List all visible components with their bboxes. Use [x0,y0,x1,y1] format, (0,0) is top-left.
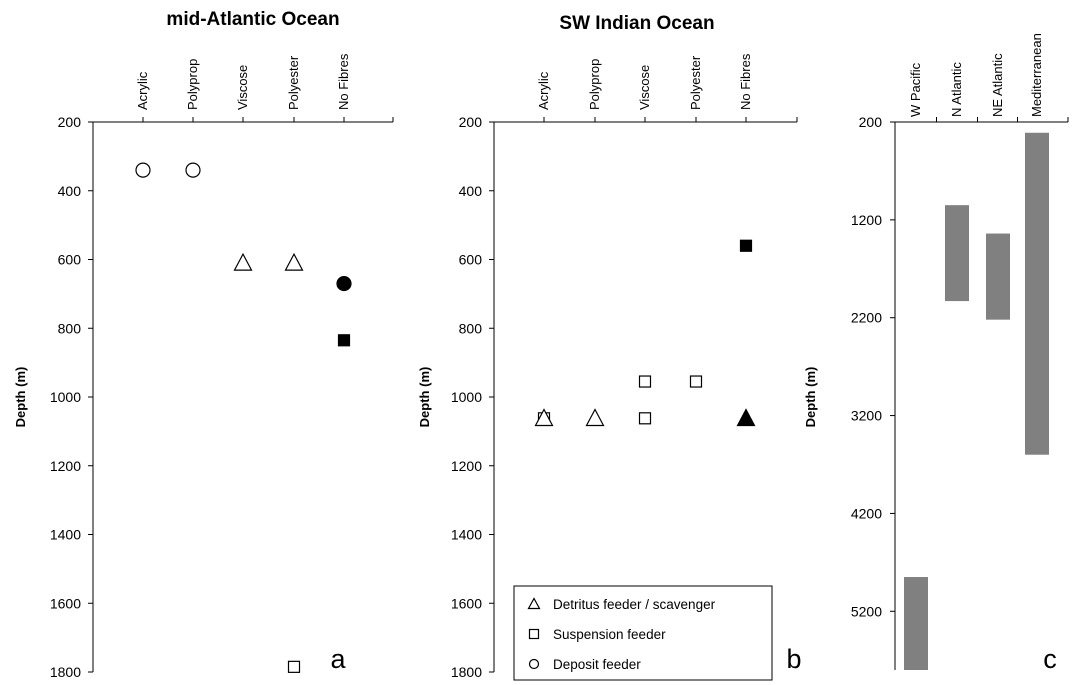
panel-a-y-tick-label: 1600 [50,595,81,611]
panel-b-category-viscose: Viscose [637,65,652,110]
panel-b-category-polyprop: Polyprop [587,59,602,110]
panel-a-point-polyester-triangle [284,252,304,271]
panel-c-bars [904,132,1049,670]
panel-a-category-acrylic: Acrylic [135,71,150,110]
panel-c-bar-w-pacific [904,577,928,670]
panel-b-category-no-fibres: No Fibres [738,53,753,110]
panel-a-point-viscose-triangle [233,252,253,271]
panel-a-point-polyester-square [287,660,301,673]
panel-c-regions: W Pacific N Atlantic NE Atlantic Mediterran… [803,33,1069,674]
panel-b-point-viscose-square [638,375,652,388]
legend-marker-square [528,628,540,640]
panel-c-category-n-atlantic: N Atlantic [949,62,964,117]
panel-c-y-tick-label: 4200 [851,505,882,521]
panel-a-category-polyester: Polyester [286,55,301,110]
panel-a-y-tick-label: 400 [58,183,82,199]
panel-a-y-tick-label: 1800 [50,664,81,680]
panel-b-point-polyester-square [689,375,703,388]
panel-a-y-tick-label: 200 [58,114,82,130]
panel-c-y-tick-label: 1200 [851,212,882,228]
panel-a-title: mid-Atlantic Ocean [166,9,339,30]
panel-c-ylabel: Depth (m) [803,367,818,428]
panel-a-y-tick-label: 1400 [50,527,81,543]
panel-b-point-polyprop-triangle [585,408,605,427]
panel-b-point-acrylic-triangle [534,408,554,427]
panel-c-category-labels: W Pacific N Atlantic NE Atlantic Mediterran… [908,33,1044,117]
panel-c-category-w-pacific: W Pacific [908,62,923,117]
panel-b-y-ticks: 200 400 600 800 1000 1200 1400 1600 1800 [451,114,494,680]
panel-a-axes [92,117,394,672]
panel-b-category-acrylic: Acrylic [536,71,551,110]
panel-c-bar-mediterranean [1025,132,1049,455]
panel-a-y-tick-label: 1000 [50,389,81,405]
panel-b-y-tick-label: 1600 [451,595,482,611]
panel-a-point-acrylic-circle [135,162,151,178]
panel-c-y-tick-label: 2200 [851,310,882,326]
panel-b-y-tick-label: 600 [459,252,483,268]
panel-c-y-ticks: 200 1200 2200 3200 4200 5200 [851,114,895,619]
panel-a-category-polyprop: Polyprop [185,59,200,110]
panel-c-axes [894,117,1069,670]
panel-b-sw-indian: SW Indian Ocean Acrylic Polyprop Viscose Po… [417,13,802,681]
panel-c-bar-ne-atlantic [986,233,1010,320]
panel-a-y-tick-label: 600 [58,252,82,268]
panel-a-category-no-fibres: No Fibres [336,53,351,110]
panel-b-point-no-fibres-triangle [736,408,756,427]
panel-b-y-tick-label: 1800 [451,664,482,680]
panel-b-y-tick-label: 800 [459,320,483,336]
panel-c-letter: c [1043,644,1057,674]
panel-a-point-no-fibres-square [337,334,351,347]
panel-b-point-no-fibres-square [739,239,753,252]
panel-a-y-ticks: 200 400 600 800 1000 1200 1400 1600 1800 [50,114,93,680]
panel-b-category-polyester: Polyester [688,55,703,110]
panel-a-points [135,162,352,673]
legend-marker-triangle [527,597,541,610]
legend-entry-deposit-feeder: Deposit feeder [553,657,641,672]
legend: Detritus feeder / scavenger Suspension fe… [513,585,773,681]
panel-c-bar-n-atlantic [945,205,969,302]
panel-a-category-viscose: Viscose [235,65,250,110]
legend-marker-circle [528,658,540,670]
panel-a-point-polyprop-circle [185,162,201,178]
panel-b-y-tick-label: 1200 [451,458,482,474]
panel-c-category-mediterranean: Mediterranean [1029,33,1044,117]
panel-a-ylabel: Depth (m) [13,367,28,428]
panel-a-y-tick-label: 1200 [50,458,81,474]
panel-a-mid-atlantic: mid-Atlantic Ocean Acrylic Polyprop Viscos… [13,9,394,680]
panel-a-y-tick-label: 800 [58,320,82,336]
legend-box [513,585,773,681]
panel-a-letter: a [330,644,346,674]
panel-b-y-tick-label: 400 [459,183,483,199]
legend-entry-detritus-feeder-scavenger: Detritus feeder / scavenger [553,597,716,612]
panel-c-y-tick-label: 5200 [851,603,882,619]
panel-b-y-tick-label: 200 [459,114,483,130]
panel-b-category-labels: Acrylic Polyprop Viscose Polyester No Fibres [536,53,753,110]
legend-entry-suspension-feeder: Suspension feeder [553,627,666,642]
panel-a-category-labels: Acrylic Polyprop Viscose Polyester No Fibres [135,53,351,110]
panel-b-y-tick-label: 1400 [451,527,482,543]
panel-c-y-tick-label: 200 [859,114,883,130]
panel-b-points [534,239,756,427]
panel-b-y-tick-label: 1000 [451,389,482,405]
panel-c-y-tick-label: 3200 [851,408,882,424]
panel-a-point-no-fibres-circle [336,275,352,292]
panel-c-category-ne-atlantic: NE Atlantic [990,53,1005,117]
panel-b-ylabel: Depth (m) [417,367,432,428]
panel-b-point-viscose-square [638,412,652,425]
panel-b-title: SW Indian Ocean [559,13,714,34]
panel-b-letter: b [786,644,801,674]
